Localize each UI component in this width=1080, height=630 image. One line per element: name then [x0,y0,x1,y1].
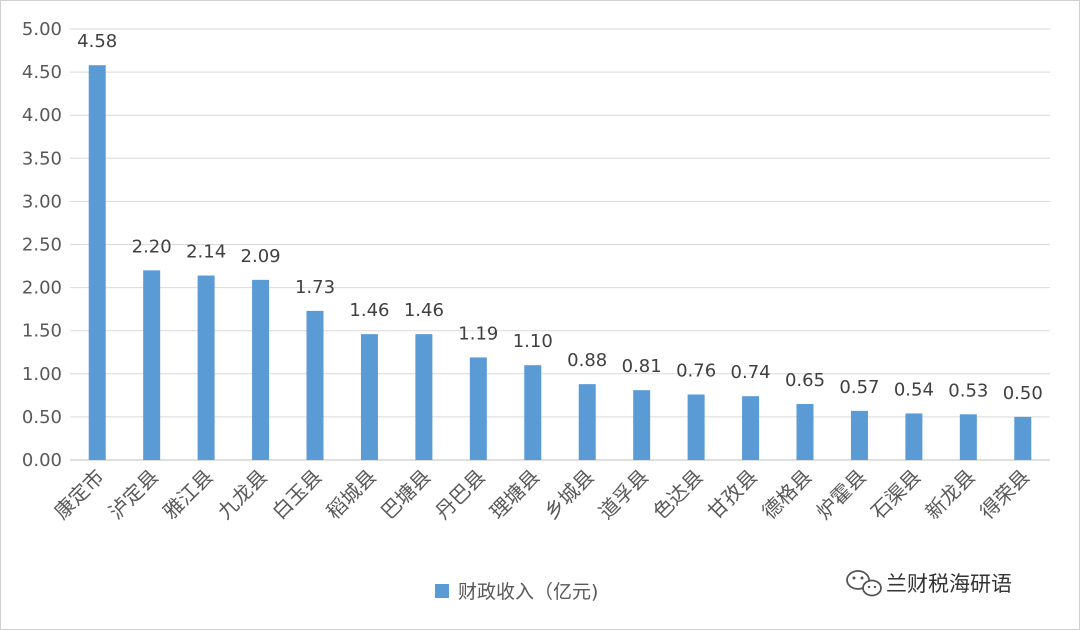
y-tick-label: 4.00 [22,105,62,126]
data-label: 4.58 [77,31,117,52]
category-label: 色达县 [648,465,707,524]
data-label: 1.73 [295,277,335,298]
y-tick-label: 1.50 [22,321,62,342]
legend: 财政收入（亿元) [435,581,598,603]
data-label: 0.57 [839,377,879,398]
bar [88,65,106,460]
bar [197,275,215,460]
x-axis-categories: 康定市泸定县雅江县九龙县白玉县稻城县巴塘县丹巴县理塘县乡城县道孚县色达县甘孜县德… [49,465,1034,524]
y-tick-label: 0.00 [22,450,62,471]
bar [633,390,651,460]
data-label: 1.19 [458,323,498,344]
category-label: 巴塘县 [376,465,435,524]
y-tick-label: 2.50 [22,235,62,256]
y-tick-label: 3.00 [22,191,62,212]
watermark: 兰财税海研语 [846,570,1012,597]
data-label: 1.46 [404,300,444,321]
category-label: 九龙县 [213,465,272,524]
watermark-text: 兰财税海研语 [886,572,1012,596]
data-label: 2.20 [132,236,172,257]
data-label: 0.50 [1003,383,1043,404]
category-label: 道孚县 [594,465,653,524]
bar [905,413,923,460]
category-label: 石渠县 [866,465,925,524]
category-label: 雅江县 [158,465,217,524]
category-label: 德格县 [757,465,816,524]
y-tick-label: 0.50 [22,407,62,428]
bar [578,384,596,460]
bar [306,310,324,460]
category-label: 白玉县 [267,465,326,524]
bar [1014,416,1032,460]
data-label: 0.74 [731,362,771,383]
y-axis-ticks: 0.00 0.50 1.00 1.50 2.00 2.50 3.00 3.50 4.00 4.50… [22,19,62,471]
category-label: 康定市 [49,465,108,524]
category-label: 甘孜县 [703,465,762,524]
category-label: 泸定县 [104,465,163,524]
data-label: 1.46 [349,300,389,321]
data-label: 1.10 [513,331,553,352]
category-label: 炉霍县 [812,465,871,524]
bar [850,410,868,460]
bar [687,394,705,460]
y-tick-label: 3.50 [22,148,62,169]
bar [252,279,270,460]
category-label: 得荣县 [975,465,1034,524]
data-labels: 4.58 2.20 2.14 2.09 1.73 1.46 1.46 1.19 1.10 0.88… [77,31,1043,404]
legend-label: 财政收入（亿元) [458,581,598,603]
bar [742,396,760,460]
bar [360,334,378,460]
bar [796,403,814,460]
data-label: 0.65 [785,370,825,391]
data-label: 2.14 [186,242,226,263]
bars [88,65,1032,460]
bar [415,334,433,460]
bar [143,270,161,460]
data-label: 0.54 [894,379,934,400]
category-label: 新龙县 [920,465,979,524]
wechat-icon [846,570,882,597]
bar [524,365,542,460]
data-label: 2.09 [241,246,281,267]
y-tick-label: 4.50 [22,62,62,83]
category-label: 乡城县 [539,465,598,524]
y-tick-label: 1.00 [22,364,62,385]
data-label: 0.53 [948,380,988,401]
bar [469,357,487,460]
y-tick-label: 2.00 [22,278,62,299]
data-label: 0.76 [676,360,716,381]
bar [959,414,977,460]
data-label: 0.81 [622,356,662,377]
category-label: 稻城县 [322,465,381,524]
legend-swatch [435,584,449,598]
category-label: 理塘县 [485,465,544,524]
y-tick-label: 5.00 [22,19,62,40]
data-label: 0.88 [567,350,607,371]
category-label: 丹巴县 [430,465,489,524]
gridlines [70,28,1050,461]
